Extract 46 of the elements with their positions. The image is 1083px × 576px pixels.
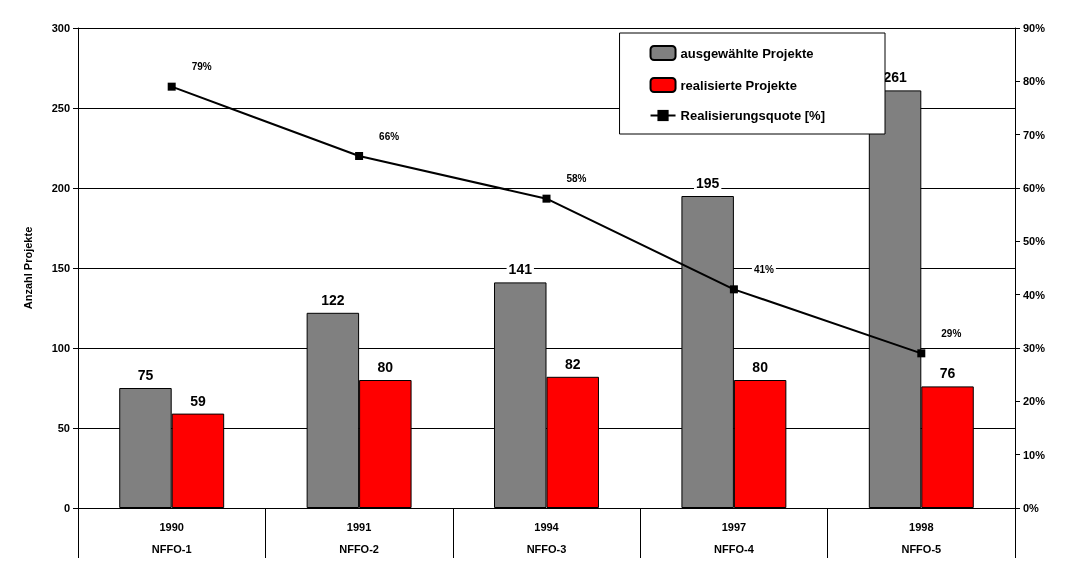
y-tick-label: 0 xyxy=(63,502,70,514)
data-label: 261 xyxy=(883,69,907,86)
y-tick-label: 250 xyxy=(51,102,70,114)
legend-label: realisierte Projekte xyxy=(680,77,797,93)
y2-tick-label: 10% xyxy=(1023,448,1046,461)
data-label: 80 xyxy=(377,359,394,375)
y2-tick-label: 80% xyxy=(1023,75,1046,88)
y-tick-label: 300 xyxy=(51,22,70,34)
data-label: 41% xyxy=(753,263,775,275)
y-tick-label: 50 xyxy=(57,422,70,434)
data-label: 76 xyxy=(939,365,956,382)
data-label: 79% xyxy=(191,61,212,73)
y2-tick-label: 20% xyxy=(1023,395,1046,408)
y2-tick-label: 60% xyxy=(1023,182,1046,194)
x-tick-label: 1991 NFFO-2 xyxy=(339,521,379,555)
point xyxy=(355,152,364,160)
data-label: 141 xyxy=(508,261,533,278)
legend-label: ausgewählte Projekte xyxy=(680,45,814,61)
x-tick-label: 1997 NFFO-4 xyxy=(714,521,755,555)
data-label: 58% xyxy=(566,173,587,185)
y2-tick-label: 50% xyxy=(1023,235,1046,248)
point xyxy=(917,349,926,358)
data-label: 122 xyxy=(321,291,345,308)
x-tick-label: 1998 NFFO-5 xyxy=(901,521,942,555)
x-tick-label: 1994 NFFO-3 xyxy=(526,521,567,555)
y-tick-label: 200 xyxy=(51,182,70,194)
y-tick-label: 150 xyxy=(51,262,70,274)
y2-tick-label: 90% xyxy=(1023,22,1046,34)
point xyxy=(729,285,738,294)
data-label: 75 xyxy=(137,367,154,383)
y2-tick-label: 0% xyxy=(1023,502,1040,514)
point xyxy=(542,194,551,203)
data-label: 195 xyxy=(695,175,720,191)
point xyxy=(167,82,176,91)
data-label: 66% xyxy=(379,130,400,142)
x-tick-label: 1990 NFFO-1 xyxy=(151,521,192,555)
y-axis-title: Anzahl Projekte xyxy=(21,226,34,310)
y2-tick-label: 30% xyxy=(1023,342,1046,354)
data-label: 82 xyxy=(564,355,581,372)
legend-label: Realisierungsquote [%] xyxy=(680,108,825,123)
y2-tick-label: 40% xyxy=(1023,288,1046,301)
data-label: 59 xyxy=(190,392,206,409)
y2-tick-label: 70% xyxy=(1023,128,1046,141)
y-tick-label: 100 xyxy=(51,342,70,354)
data-label: 29% xyxy=(941,327,962,339)
data-label: 80 xyxy=(752,359,769,375)
